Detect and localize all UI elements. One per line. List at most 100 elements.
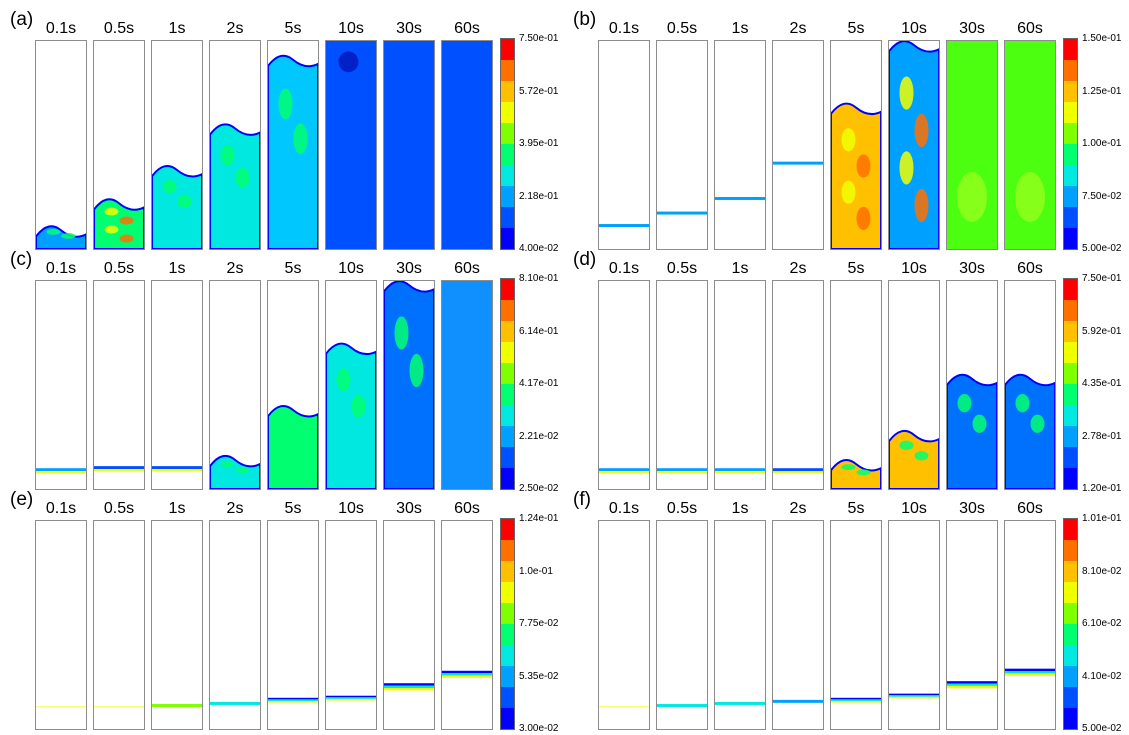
contour-frame <box>35 40 87 250</box>
time-label: 60s <box>1017 500 1043 517</box>
contour-frame <box>441 280 493 490</box>
contour-frame <box>267 520 319 730</box>
contour-region <box>1005 373 1055 489</box>
contour-plot <box>384 683 434 691</box>
contour-blob <box>957 394 972 413</box>
contour-spot <box>1015 172 1045 222</box>
contour-blob <box>856 469 871 476</box>
contour-plot <box>657 704 707 708</box>
contour-interface <box>599 706 649 708</box>
time-label: 30s <box>959 260 985 277</box>
contour-frame <box>830 520 882 730</box>
colorbar <box>1063 38 1078 250</box>
colorbar-tick-label: 2.18e-01 <box>519 190 559 202</box>
time-label: 0.1s <box>608 20 640 37</box>
contour-frame <box>383 520 435 730</box>
contour-plot <box>657 468 707 474</box>
time-label: 2s <box>789 260 807 277</box>
contour-blob <box>1030 414 1045 433</box>
contour-band-mid <box>889 695 939 697</box>
contour-band-bottom <box>889 696 939 699</box>
time-label: 2s <box>226 500 244 517</box>
contour-frame <box>598 280 650 490</box>
panel-d: (d) 0.1s 0.5s 1s 2s 5s 10s 30s 60s 7.50e-01 5.92e-… <box>573 250 1123 495</box>
contour-region <box>831 102 881 249</box>
contour-frame <box>325 40 377 250</box>
panel-label: (e) <box>10 489 34 510</box>
contour-plot <box>268 54 318 249</box>
contour-frame <box>267 40 319 250</box>
contour-band-bottom <box>384 687 434 691</box>
time-label: 5s <box>284 500 302 517</box>
contour-band-top <box>1005 668 1055 672</box>
contour-frame <box>151 280 203 490</box>
colorbar-tick-label: 7.50e-01 <box>519 33 559 44</box>
contour-spot <box>957 172 987 222</box>
time-label: 30s <box>396 260 422 277</box>
colorbar-tick-label: 7.75e-02 <box>519 618 559 629</box>
contour-interface <box>94 466 144 470</box>
colorbar-tick-label: 7.50e-01 <box>1082 273 1122 284</box>
contour-frame <box>656 280 708 490</box>
colorbar-tick-label: 5.72e-01 <box>519 85 559 97</box>
time-label: 1s <box>731 260 749 277</box>
contour-blob <box>220 145 235 166</box>
time-label: 0.1s <box>45 260 77 277</box>
contour-band-mid <box>947 683 997 686</box>
contour-plot <box>210 123 260 249</box>
contour-blob <box>46 228 61 235</box>
contour-plot <box>947 681 997 689</box>
time-label: 5s <box>847 20 865 37</box>
contour-frame <box>1004 40 1056 250</box>
contour-plot <box>152 466 202 472</box>
time-label: 10s <box>901 260 927 277</box>
contour-interface <box>715 701 765 705</box>
time-label: 60s <box>454 20 480 37</box>
contour-blob <box>278 88 293 120</box>
contour-plot <box>94 706 144 708</box>
colorbar-tick-label: 2.78e-01 <box>1082 430 1122 442</box>
panel-e: (e) 0.1s 0.5s 1s 2s 5s 10s 30s 60s 1.24e-01 1.0e-0… <box>10 489 560 735</box>
panel-b: (b) 0.1s 0.5s 1s 2s 5s 10s 30s 60s 1.50e-01 1.25e-… <box>573 10 1123 255</box>
time-label: 0.5s <box>103 20 135 37</box>
contour-blob <box>293 434 308 449</box>
contour-interface <box>599 468 649 472</box>
contour-band-top <box>831 697 881 700</box>
contour-plot <box>715 197 765 200</box>
contour-plot <box>831 459 881 489</box>
contour-plot <box>384 281 434 489</box>
contour-interface <box>210 701 260 705</box>
time-label: 2s <box>226 260 244 277</box>
contour-interface <box>715 197 765 200</box>
contour-blob <box>119 234 134 243</box>
contour-blob <box>972 414 987 433</box>
contour-interface <box>152 704 202 708</box>
contour-frame <box>772 520 824 730</box>
contour-frame <box>772 40 824 250</box>
time-label: 10s <box>338 500 364 517</box>
contour-region <box>94 198 144 249</box>
time-label: 10s <box>338 20 364 37</box>
panel-label: (a) <box>10 9 34 30</box>
contour-region <box>384 281 434 489</box>
colorbar-tick-label: 7.50e-02 <box>1082 190 1122 202</box>
contour-blob <box>1015 394 1030 413</box>
contour-region <box>831 459 881 489</box>
contour-blob <box>856 206 871 231</box>
contour-frame <box>35 280 87 490</box>
colorbar-tick-label: 3.95e-01 <box>519 138 559 149</box>
colorbar-tick-label: 4.10e-02 <box>1082 670 1122 682</box>
colorbar <box>1063 518 1078 730</box>
contour-frame <box>888 40 940 250</box>
contour-frame <box>93 280 145 490</box>
colorbar <box>500 38 515 250</box>
contour-plot <box>36 706 86 708</box>
contour-plot <box>1005 373 1055 489</box>
colorbar-tick-label: 1.0e-01 <box>519 565 553 577</box>
colorbar-tick-label: 5.35e-02 <box>519 670 559 682</box>
contour-band-bottom <box>1005 673 1055 676</box>
contour-plot <box>657 211 707 215</box>
contour-band-top <box>947 681 997 684</box>
contour-blob <box>899 151 914 185</box>
contour-band-mid <box>268 699 318 701</box>
